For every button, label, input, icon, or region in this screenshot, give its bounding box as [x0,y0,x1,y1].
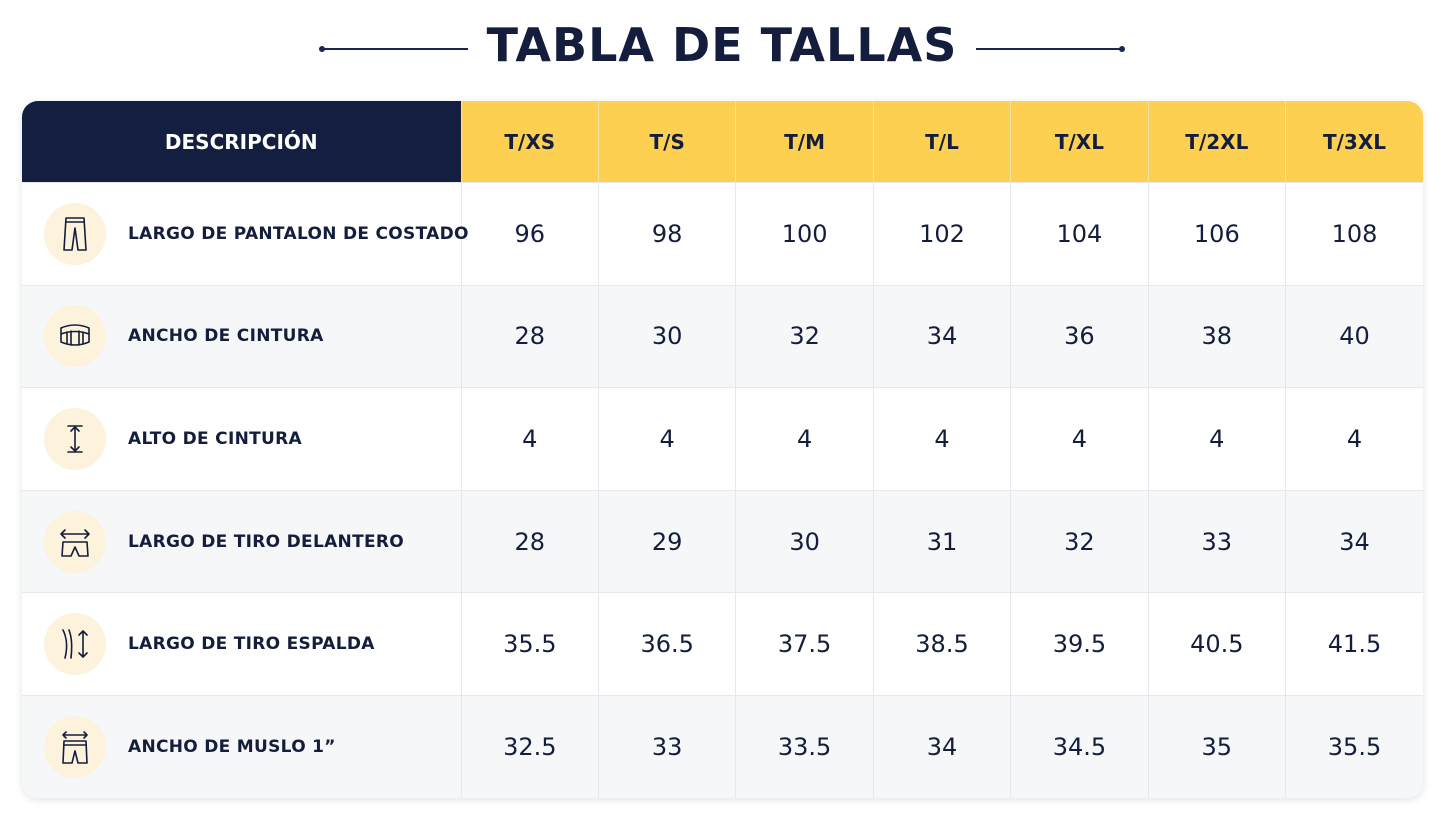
header-size: T/XL [1010,101,1149,183]
row-description: ANCHO DE CINTURA [22,284,462,388]
table-cell: 36 [1010,284,1149,388]
table-cell: 4 [1147,387,1286,491]
row-label: LARGO DE PANTALON DE COSTADO [128,223,469,244]
header-size: T/3XL [1285,101,1423,183]
waist-width-icon [44,305,106,368]
table-cell: 38 [1147,284,1286,388]
pants-side-length-icon [44,202,106,265]
front-rise-icon [44,510,106,573]
title-decoration-right [976,46,1125,52]
table-cell: 37.5 [735,592,874,696]
table-cell: 34 [872,284,1011,388]
table-row: ANCHO DE CINTURA 28 30 32 34 36 38 40 [22,284,1423,388]
table-cell: 35.5 [460,592,599,696]
table-cell: 30 [735,489,874,593]
table-cell: 96 [460,182,599,286]
row-label: ANCHO DE MUSLO 1” [128,737,336,758]
table-cell: 34 [1285,489,1423,593]
table-cell: 35.5 [1285,694,1423,798]
row-label: LARGO DE TIRO ESPALDA [128,634,375,655]
table-cell: 34.5 [1010,694,1149,798]
table-cell: 4 [597,387,736,491]
table-cell: 104 [1010,182,1149,286]
table-cell: 33 [1147,489,1286,593]
header-size: T/2XL [1147,101,1286,183]
table-cell: 100 [735,182,874,286]
table-cell: 30 [597,284,736,388]
table-cell: 4 [1285,387,1423,491]
header-size: T/L [872,101,1011,183]
size-table: DESCRIPCIÓN T/XS T/S T/M T/L T/XL T/2XL … [22,101,1423,798]
table-row: LARGO DE TIRO ESPALDA 35.5 36.5 37.5 38.… [22,592,1423,696]
row-label: ALTO DE CINTURA [128,428,302,449]
table-cell: 35 [1147,694,1286,798]
table-cell: 33 [597,694,736,798]
table-cell: 33.5 [735,694,874,798]
waist-height-icon [44,407,106,470]
back-rise-icon [44,613,106,676]
table-cell: 4 [735,387,874,491]
table-cell: 28 [460,489,599,593]
thigh-width-icon [44,716,106,779]
size-table-card: DESCRIPCIÓN T/XS T/S T/M T/L T/XL T/2XL … [22,101,1423,798]
table-cell: 40.5 [1147,592,1286,696]
row-description: LARGO DE TIRO ESPALDA [22,592,462,696]
table-cell: 31 [872,489,1011,593]
table-cell: 40 [1285,284,1423,388]
row-description: LARGO DE TIRO DELANTERO [22,489,462,593]
table-cell: 102 [872,182,1011,286]
table-row: ALTO DE CINTURA 4 4 4 4 4 4 4 [22,387,1423,491]
row-label: ANCHO DE CINTURA [128,326,324,347]
title-bar: TABLA DE TALLAS [0,0,1445,100]
table-cell: 108 [1285,182,1423,286]
table-cell: 98 [597,182,736,286]
table-row: LARGO DE TIRO DELANTERO 28 29 30 31 32 3… [22,489,1423,593]
header-size: T/M [735,101,874,183]
header-size: T/XS [460,101,599,183]
table-cell: 41.5 [1285,592,1423,696]
page-title: TABLA DE TALLAS [486,18,958,72]
table-row: LARGO DE PANTALON DE COSTADO 96 98 100 1… [22,182,1423,286]
title-decoration-left [319,46,468,52]
header-description: DESCRIPCIÓN [22,101,462,183]
table-cell: 32.5 [460,694,599,798]
header-row: DESCRIPCIÓN T/XS T/S T/M T/L T/XL T/2XL … [22,101,1423,183]
table-cell: 106 [1147,182,1286,286]
row-description: ANCHO DE MUSLO 1” [22,694,462,798]
table-row: ANCHO DE MUSLO 1” 32.5 33 33.5 34 34.5 3… [22,694,1423,798]
row-description: LARGO DE PANTALON DE COSTADO [22,182,468,286]
table-cell: 29 [597,489,736,593]
row-description: ALTO DE CINTURA [22,387,462,491]
table-cell: 39.5 [1010,592,1149,696]
table-cell: 4 [872,387,1011,491]
table-cell: 36.5 [597,592,736,696]
table-cell: 28 [460,284,599,388]
table-cell: 38.5 [872,592,1011,696]
table-cell: 32 [1010,489,1149,593]
table-cell: 4 [460,387,599,491]
table-cell: 34 [872,694,1011,798]
header-size: T/S [597,101,736,183]
table-cell: 32 [735,284,874,388]
table-cell: 4 [1010,387,1149,491]
row-label: LARGO DE TIRO DELANTERO [128,531,405,552]
